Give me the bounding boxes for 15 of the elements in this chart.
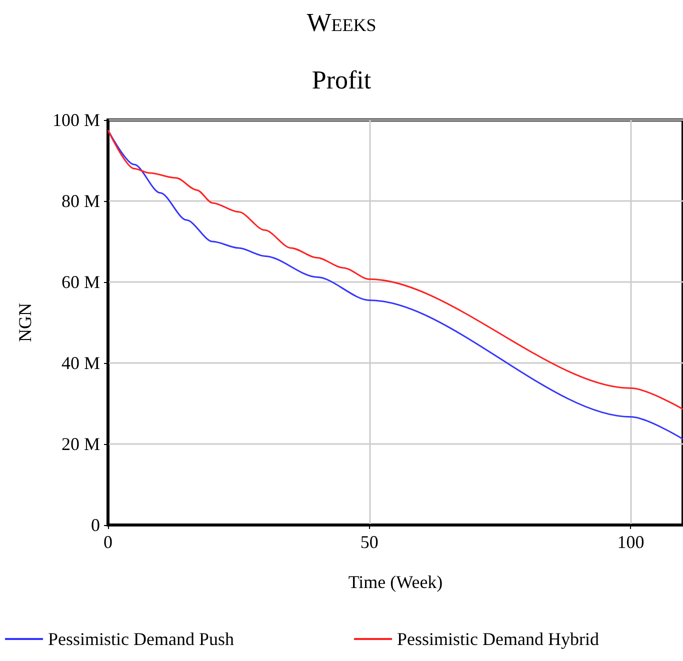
chart-subtitle: Weeks: [306, 8, 378, 38]
y-tick-label: 100 M: [52, 110, 100, 130]
y-axis-title: NGN: [15, 303, 35, 342]
x-tick-label: 100: [617, 532, 644, 552]
legend-label: Pessimistic Demand Push: [48, 629, 234, 649]
y-tick-label: 20 M: [61, 434, 100, 454]
x-tick-label: 50: [360, 532, 378, 552]
y-tick-label: 40 M: [61, 353, 100, 373]
chart-title: Profit: [312, 66, 372, 94]
x-axis-title: Time (Week): [348, 572, 443, 592]
y-tick-label: 0: [91, 515, 100, 535]
x-tick-label: 0: [104, 532, 112, 552]
y-tick-label: 80 M: [61, 191, 100, 211]
legend-label: Pessimistic Demand Hybrid: [397, 629, 599, 649]
y-tick-label: 60 M: [61, 272, 100, 292]
